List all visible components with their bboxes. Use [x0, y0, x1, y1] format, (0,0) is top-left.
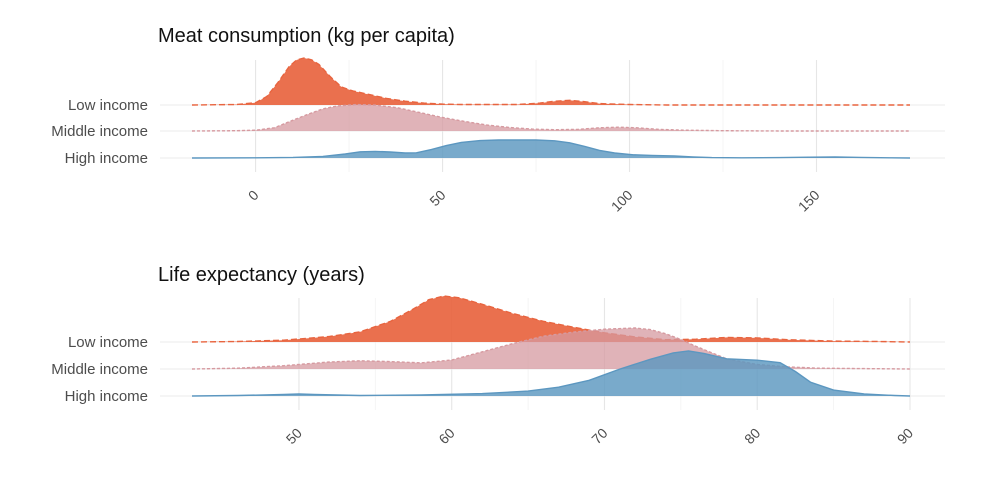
x-tick-label: 50 [283, 425, 305, 447]
y-tick-label: Low income [68, 334, 148, 351]
ridge-area-middle-income [192, 328, 910, 369]
x-tick-label: 0 [245, 187, 262, 204]
x-tick-label: 100 [608, 187, 636, 215]
ridge-area-high-income [192, 350, 910, 396]
y-tick-label: High income [65, 388, 148, 405]
y-tick-label: Low income [68, 97, 148, 114]
ridge-line-middle-income [191, 103, 910, 132]
x-tick-label: 80 [741, 425, 763, 447]
x-tick-label: 60 [435, 425, 457, 447]
ridge-line-middle-income [191, 327, 911, 370]
x-tick-label: 70 [588, 425, 610, 447]
ridge-line-low-income [191, 57, 910, 106]
ridge-line-low-income [191, 295, 911, 343]
x-tick-label: 150 [795, 187, 823, 215]
x-tick-label: 50 [426, 187, 448, 209]
chart-meat-consumption: Low income Middle income High income 0 50 100… [51, 57, 945, 215]
y-tick-label: Middle income [51, 123, 148, 140]
ridge-area-low-income [192, 296, 910, 342]
x-tick-label: 90 [894, 425, 916, 447]
ridge-line-high-income [191, 139, 911, 159]
ridge-area-low-income [192, 58, 910, 105]
ridge-line-high-income [191, 350, 911, 397]
chart-title-meat: Meat consumption (kg per capita) [158, 25, 455, 47]
chart-title-life: Life expectancy (years) [158, 264, 365, 286]
ridge-area-middle-income [192, 104, 910, 131]
y-tick-label: High income [65, 150, 148, 167]
ridge-area-high-income [192, 140, 910, 158]
y-tick-label: Middle income [51, 361, 148, 378]
